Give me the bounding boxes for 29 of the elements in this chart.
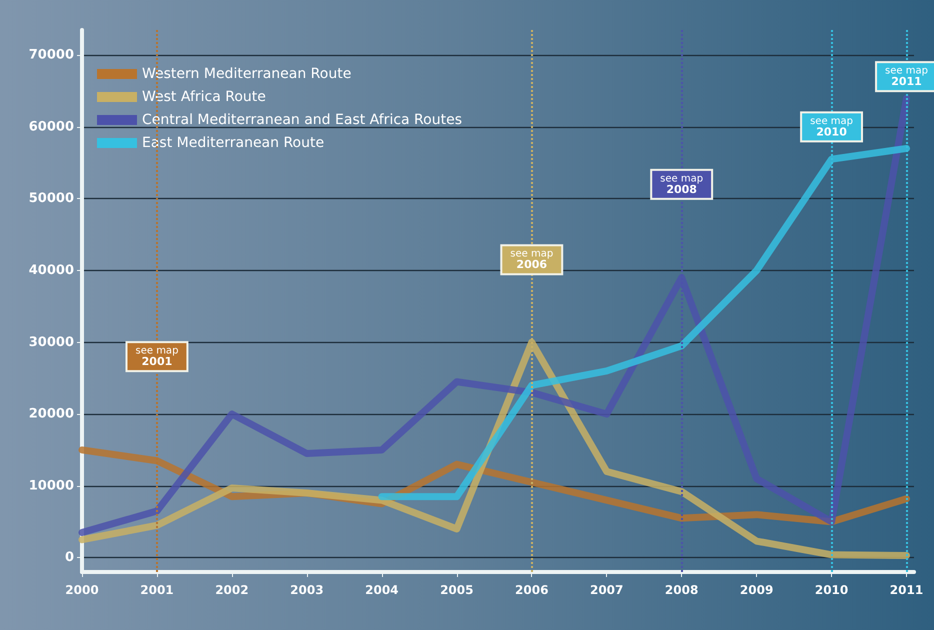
y-tick-label: 10000 <box>28 478 74 494</box>
annotation: see map 2008 <box>660 173 704 196</box>
x-tick-label: 2009 <box>740 583 774 597</box>
x-tick-label: 2007 <box>590 583 624 597</box>
x-tick-label: 2002 <box>215 583 249 597</box>
x-tick-label: 2011 <box>890 583 924 597</box>
annotation: see map 2011 <box>885 66 928 88</box>
x-tick-label: 2000 <box>65 583 99 597</box>
legend-label: East Mediterranean Route <box>142 135 324 151</box>
x-tick-label: 2006 <box>515 583 548 597</box>
x-tick-label: 2010 <box>814 583 848 597</box>
annotation: see map 2006 <box>510 248 554 272</box>
y-tick-label: 70000 <box>28 48 74 63</box>
y-tick-label: 0 <box>64 550 74 566</box>
annotation: see map 2001 <box>135 346 178 368</box>
y-tick-label: 60000 <box>28 119 74 134</box>
annotation: see map 2010 <box>810 116 854 138</box>
y-tick-label: 30000 <box>28 334 74 350</box>
y-tick-label: 40000 <box>28 262 74 278</box>
x-tick-label: 2004 <box>365 583 399 597</box>
x-tick-label: 2003 <box>290 583 324 597</box>
legend-label: West Africa Route <box>142 89 266 105</box>
y-tick-label: 20000 <box>28 406 74 422</box>
x-tick-label: 2008 <box>664 583 698 597</box>
y-tick-label: 50000 <box>28 191 74 206</box>
legend-label: Western Mediterranean Route <box>142 66 352 82</box>
legend-label: Central Mediterranean and East Africa Routes <box>142 112 462 128</box>
x-tick-label: 2005 <box>440 583 474 597</box>
x-tick-label: 2001 <box>140 583 174 597</box>
